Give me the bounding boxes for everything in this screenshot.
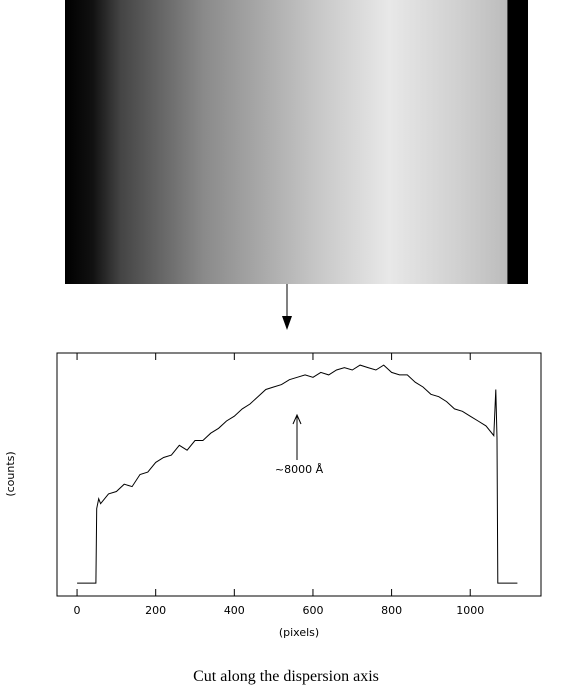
ccd-image	[65, 0, 528, 284]
x-tick-label: 1000	[456, 604, 484, 617]
x-axis-label: (pixels)	[279, 626, 319, 639]
x-tick-label: 200	[145, 604, 166, 617]
plot-frame	[56, 352, 542, 597]
x-tick-label: 400	[224, 604, 245, 617]
x-tick-label: 0	[74, 604, 81, 617]
data-line	[77, 364, 518, 584]
x-tick-label: 600	[302, 604, 323, 617]
arrow-head	[282, 316, 292, 330]
y-axis-label: (counts)	[4, 451, 17, 496]
annotation-arrow-head	[292, 413, 302, 425]
x-tick-label: 800	[381, 604, 402, 617]
annotation: ~8000 Å	[275, 463, 324, 476]
caption: Cut along the dispersion axis	[193, 668, 379, 685]
